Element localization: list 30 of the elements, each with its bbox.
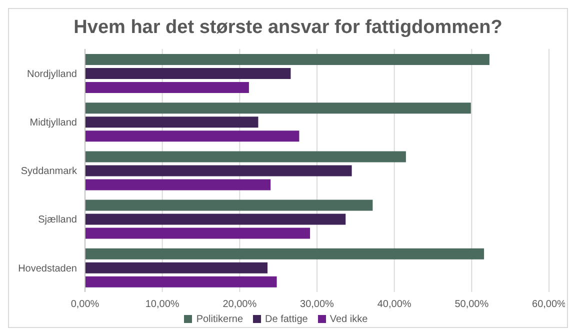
bar	[85, 82, 249, 93]
chart-title: Hvem har det største ansvar for fattigdommen?	[72, 17, 504, 40]
bar	[85, 68, 291, 79]
y-tick-label: Syddanmark	[20, 166, 78, 178]
legend-label: De fattige	[265, 314, 308, 325]
y-tick-label: Sjælland	[38, 214, 77, 226]
x-tick-label: 50,00%	[454, 299, 489, 310]
bar	[85, 262, 268, 274]
bar	[85, 228, 310, 239]
bar	[85, 200, 373, 211]
bar	[85, 54, 490, 65]
bar	[85, 151, 406, 162]
x-tick-label: 0,00%	[70, 299, 100, 310]
bar	[85, 116, 258, 128]
bar	[85, 130, 300, 142]
x-tick-label: 40,00%	[377, 299, 412, 310]
y-tick-label: Hovedstaden	[18, 263, 77, 274]
legend-label: Ved ikke	[330, 314, 368, 325]
y-tick-label: Nordjylland	[26, 68, 77, 80]
bar	[85, 248, 484, 260]
bar	[85, 102, 471, 114]
bar	[85, 214, 346, 225]
bar	[85, 165, 352, 176]
bar	[85, 276, 277, 288]
legend-label: Politikerne	[196, 314, 244, 325]
x-tick-label: 20,00%	[222, 299, 257, 310]
bar	[85, 179, 271, 190]
x-tick-label: 30,00%	[300, 299, 334, 310]
x-tick-label: 10,00%	[145, 299, 180, 310]
y-tick-label: Midtjylland	[30, 117, 77, 128]
